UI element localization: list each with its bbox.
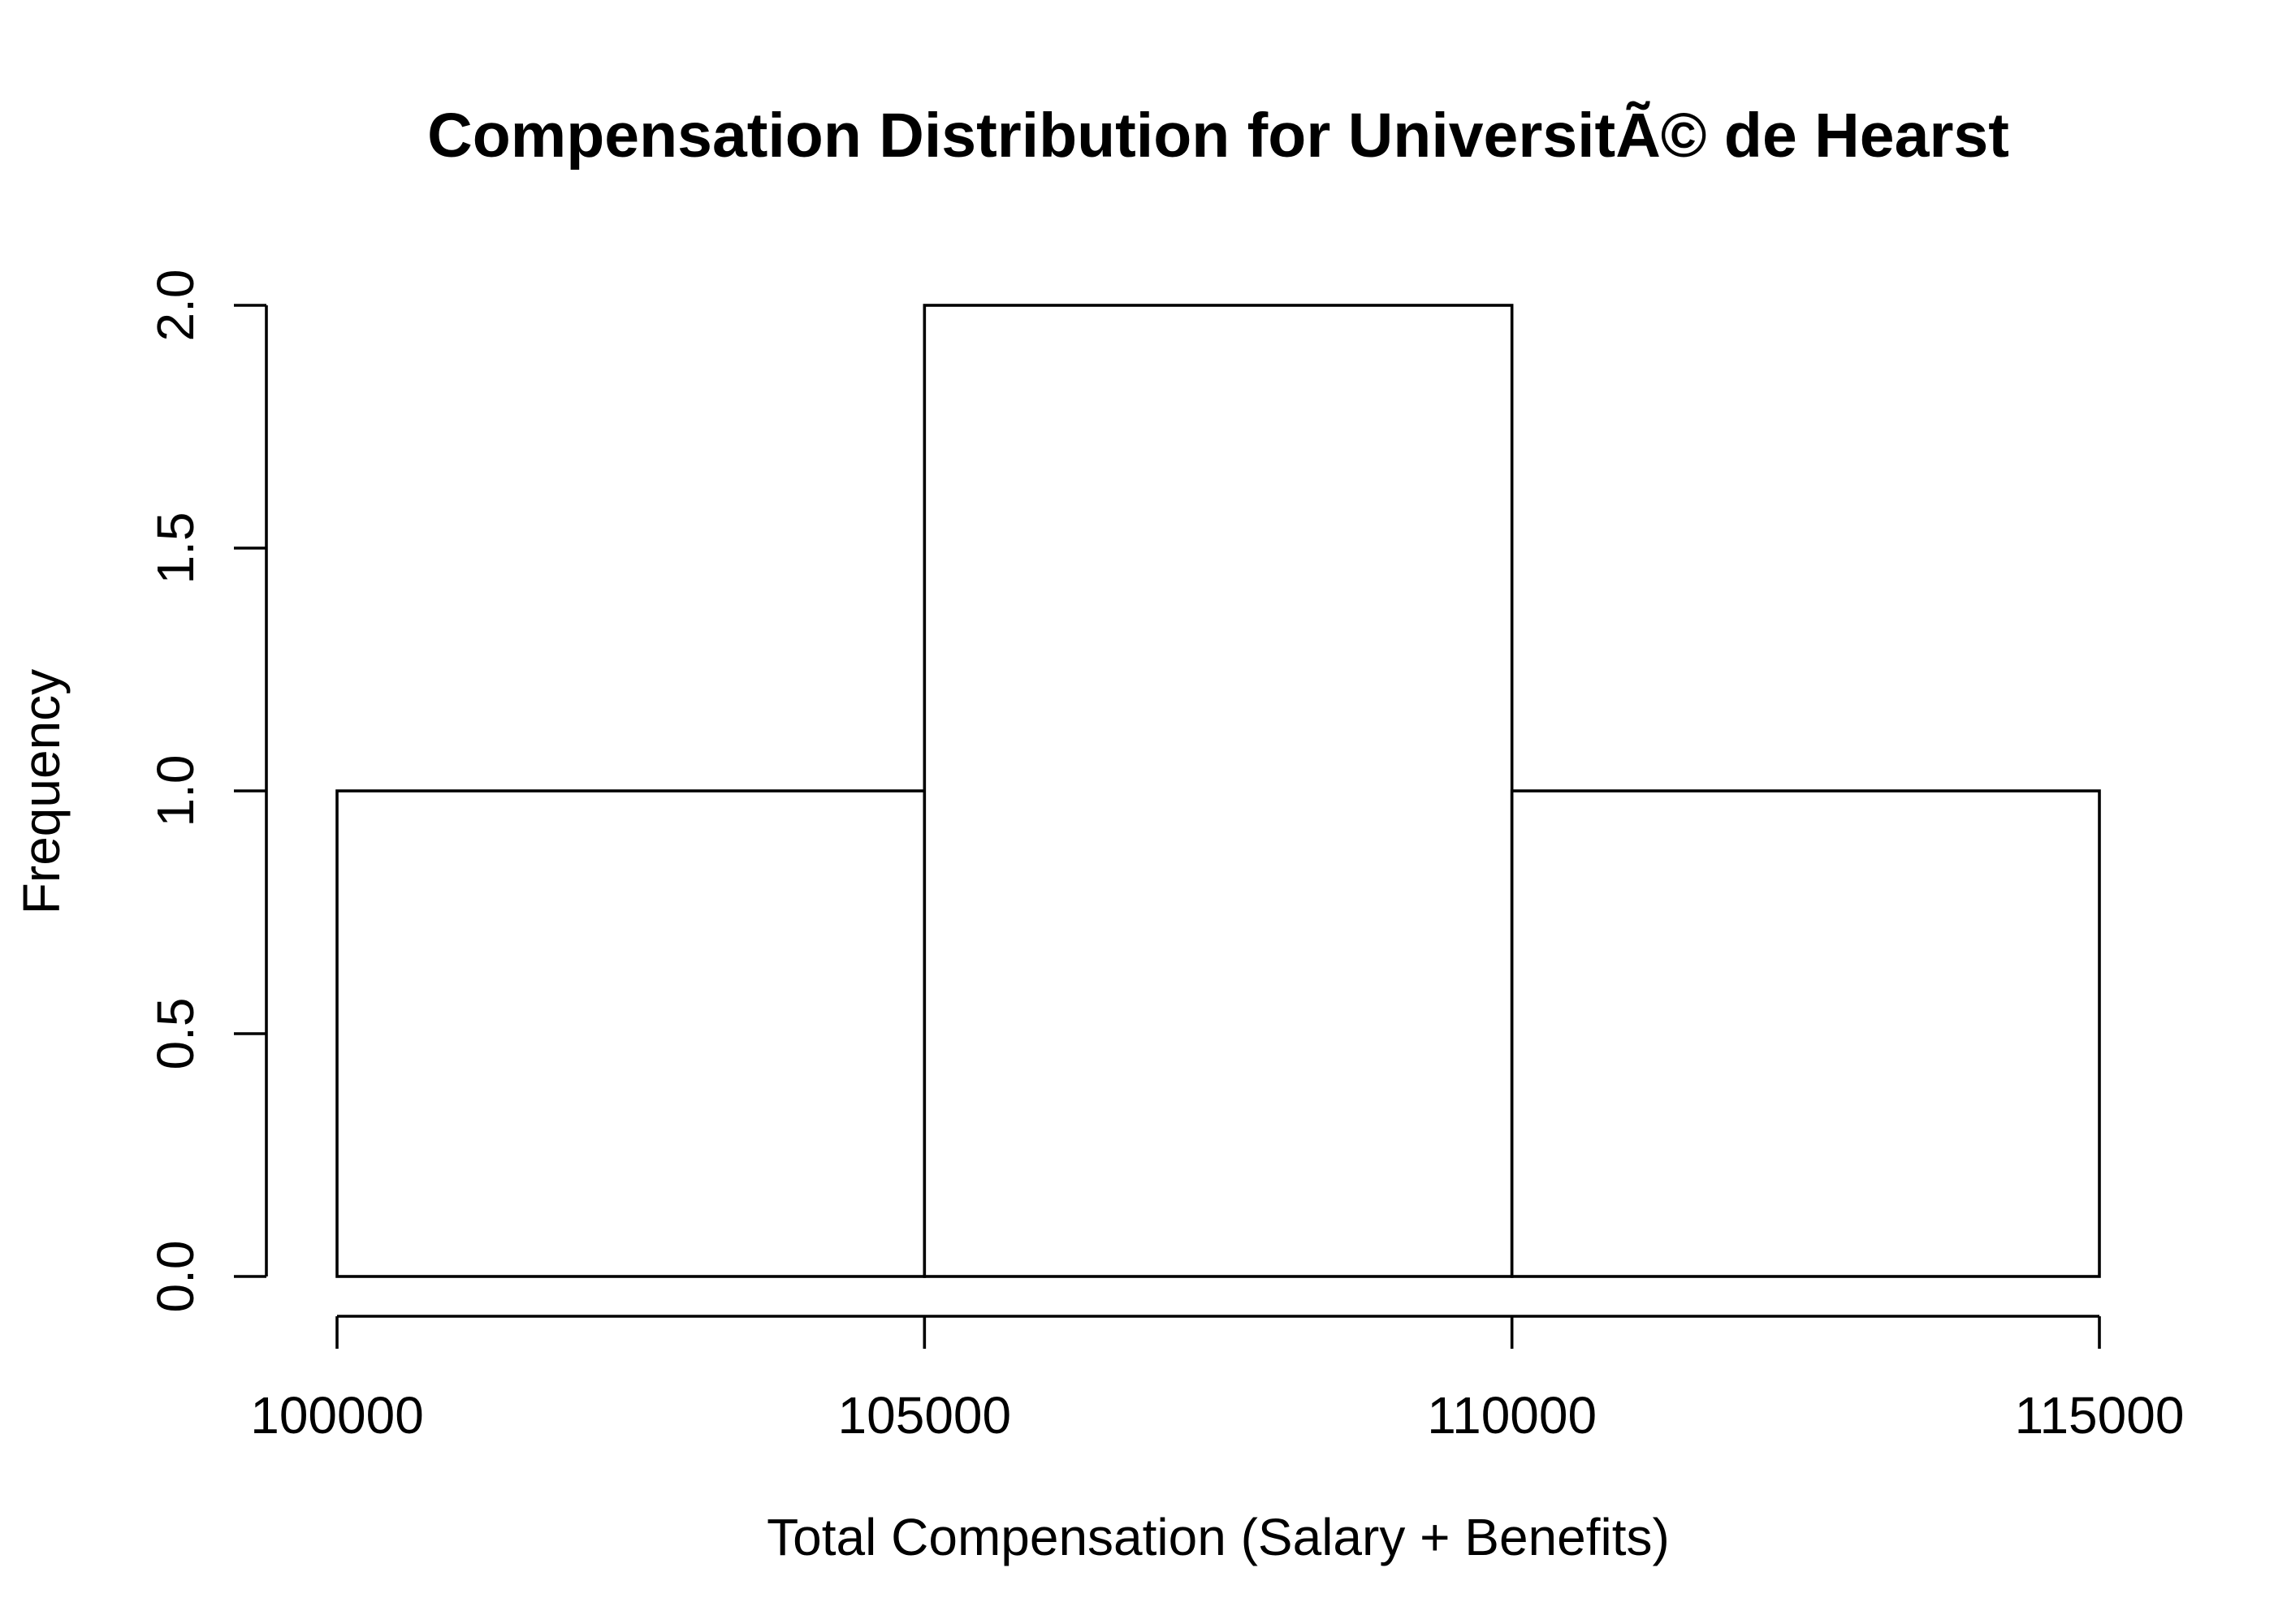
y-tick-label: 0.5 bbox=[146, 998, 205, 1070]
x-tick-label: 100000 bbox=[250, 1386, 424, 1445]
x-axis-title: Total Compensation (Salary + Benefits) bbox=[767, 1508, 1670, 1566]
x-tick-label: 115000 bbox=[2015, 1386, 2185, 1445]
y-tick-label: 1.0 bbox=[146, 755, 205, 827]
y-axis-title: Frequency bbox=[12, 669, 71, 914]
x-axis: 100000 105000 110000 115000 bbox=[250, 1315, 2185, 1445]
y-tick-label: 1.5 bbox=[146, 512, 205, 585]
chart-title: Compensation Distribution for UniversitÃ… bbox=[427, 100, 2009, 171]
histogram-bar-1 bbox=[335, 789, 927, 1278]
x-tick-label: 110000 bbox=[1427, 1386, 1597, 1445]
histogram-bar-3 bbox=[1510, 789, 2101, 1278]
bars-layer bbox=[335, 304, 2101, 1278]
y-tick-label: 0.0 bbox=[146, 1241, 205, 1313]
y-tick-label: 2.0 bbox=[146, 270, 205, 342]
y-axis: 0.0 0.5 1.0 1.5 2.0 bbox=[146, 270, 268, 1313]
histogram-bar-2 bbox=[923, 304, 1514, 1278]
x-tick-label: 105000 bbox=[838, 1386, 1012, 1445]
